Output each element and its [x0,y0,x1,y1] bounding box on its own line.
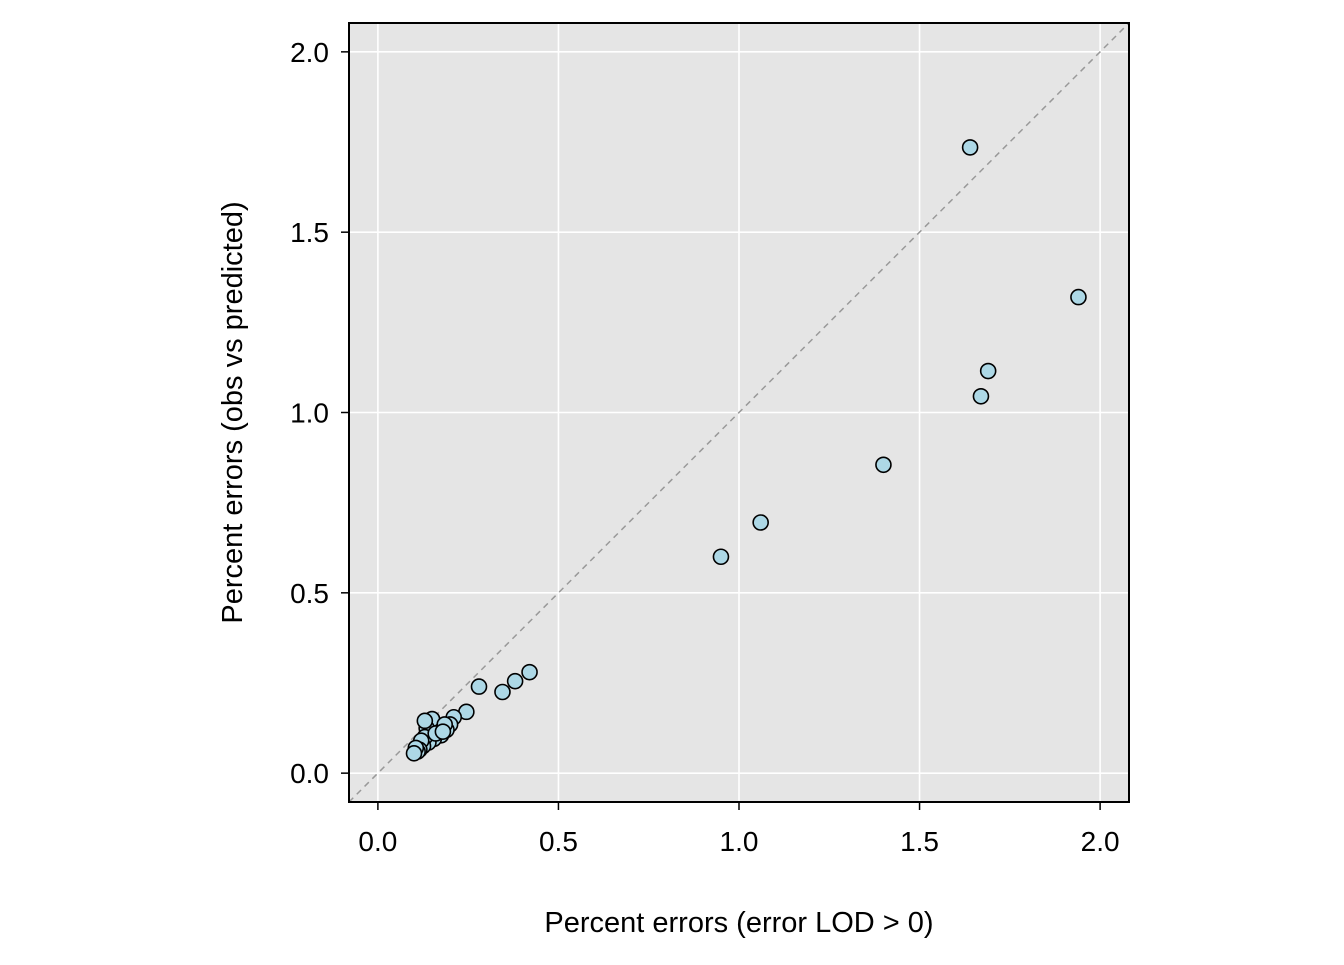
x-axis-title: Percent errors (error LOD > 0) [544,907,933,939]
data-point-4 [875,456,892,474]
data-point-2 [979,362,997,380]
y-tick-label-3: 1.5 [290,217,329,248]
x-tick-label-1: 0.5 [539,826,578,857]
reference-line-group [348,22,1130,803]
data-point-9 [494,683,511,701]
reference-line [348,22,1130,803]
axis-ticks: 0.0 0.5 1.0 1.5 2.0 0.0 0.5 1.0 1.5 2.0 [290,37,1120,857]
x-tick-label-0: 0.0 [358,826,397,857]
x-tick-label-4: 2.0 [1081,826,1120,857]
y-axis-title: Percent errors (obs vs predicted) [217,201,249,623]
data-point-5 [752,514,769,531]
data-point-22 [416,712,434,730]
y-tick-label-4: 2.0 [290,37,329,68]
y-tick-label-2: 1.0 [290,398,329,429]
x-tick-label-3: 1.5 [900,826,939,857]
data-point-6 [712,548,730,566]
x-tick-label-2: 1.0 [720,826,759,857]
data-point-0 [961,139,979,156]
data-point-10 [470,678,488,695]
y-tick-label-0: 0.0 [290,758,329,789]
data-point-29 [405,745,423,762]
data-point-3 [972,387,990,405]
data-point-7 [521,663,538,681]
data-points [405,139,1087,762]
data-point-32 [434,723,452,740]
y-tick-label-1: 0.5 [290,578,329,609]
data-point-1 [1070,288,1087,306]
data-point-8 [506,672,524,690]
